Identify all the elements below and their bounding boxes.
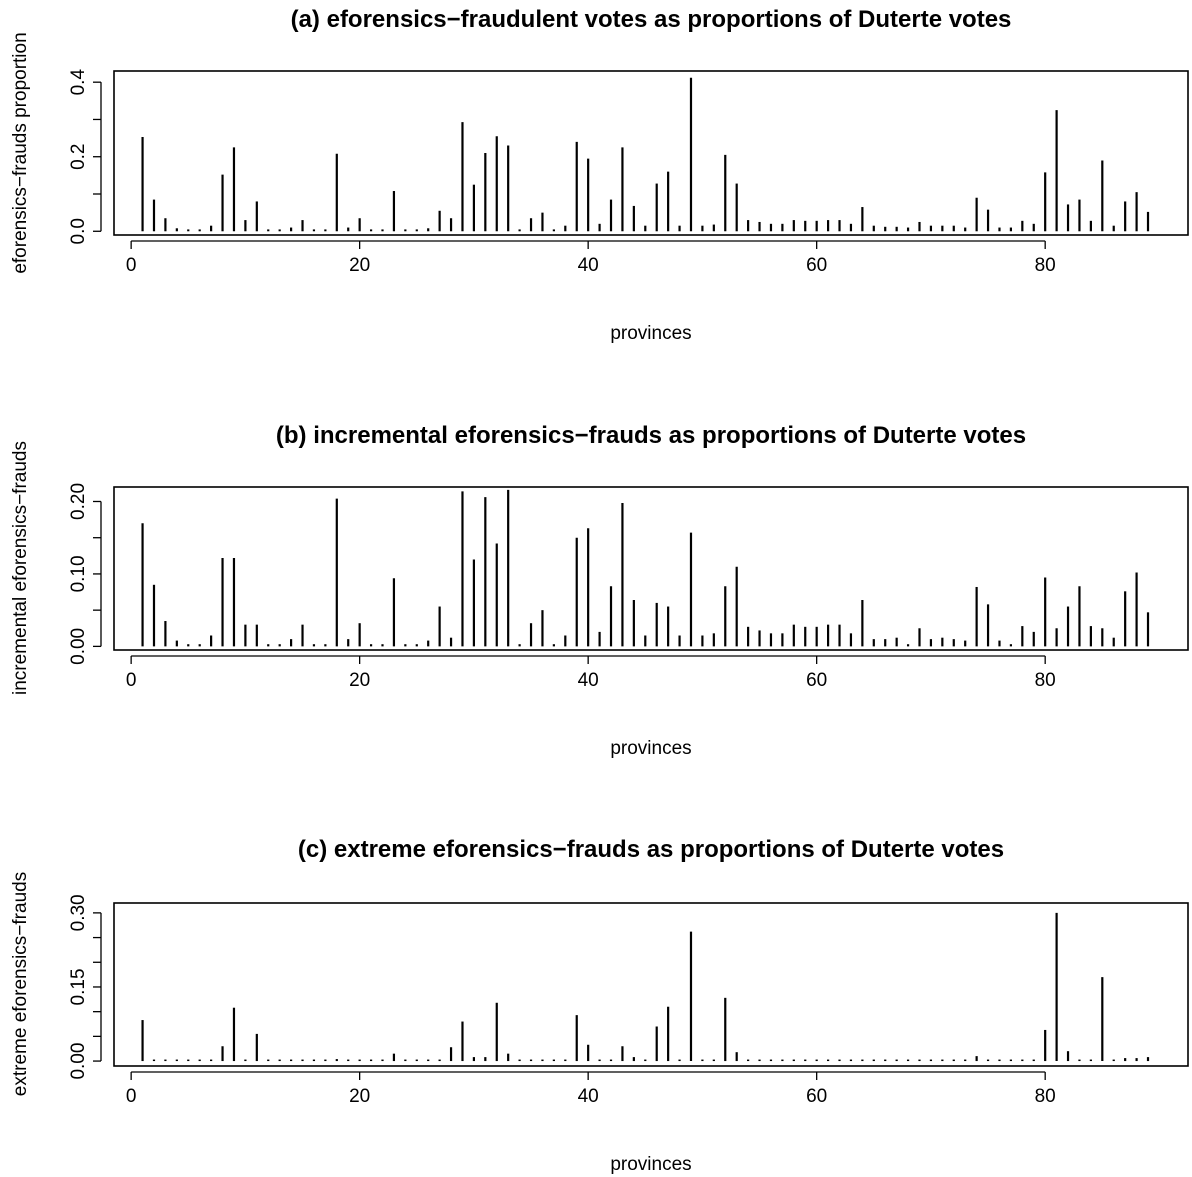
- plot-frame: [113, 70, 1189, 236]
- x-tick-label: 60: [806, 670, 827, 691]
- y-tick-label: 0.20: [68, 483, 89, 520]
- x-tick-label: 0: [126, 1086, 137, 1107]
- bar-marks: [141, 77, 1150, 232]
- x-tick-label: 80: [1035, 670, 1056, 691]
- chart-title: (a) eforensics−fraudulent votes as propo…: [291, 6, 1012, 33]
- axes: 0 20 40 60 80 0.0 0.2 0.4: [68, 69, 1189, 276]
- x-tick-label: 80: [1035, 255, 1056, 276]
- x-tick-label: 0: [126, 255, 137, 276]
- x-tick-label: 60: [806, 1086, 827, 1107]
- x-tick-label: 80: [1035, 1086, 1056, 1107]
- y-tick-label: 0.00: [68, 628, 89, 665]
- y-tick-label: 0.4: [68, 69, 89, 96]
- x-tick-label: 40: [578, 670, 599, 691]
- x-tick-label: 40: [578, 1086, 599, 1107]
- y-axis-label: extreme eforensics−frauds: [10, 872, 31, 1096]
- x-axis-label: provinces: [610, 1154, 691, 1175]
- panel-a: (a) eforensics−fraudulent votes as propo…: [10, 6, 1189, 344]
- y-tick-label: 0.10: [68, 555, 89, 592]
- panel-c: (c) extreme eforensics−frauds as proport…: [10, 836, 1189, 1175]
- axes: 0 20 40 60 80 0.00 0.10 0.20: [68, 483, 1189, 691]
- plot-frame: [113, 902, 1189, 1067]
- axes: 0 20 40 60 80 0.00 0.15 0.30: [68, 894, 1189, 1107]
- x-tick-label: 20: [349, 255, 370, 276]
- x-tick-label: 20: [349, 670, 370, 691]
- bar-marks: [141, 912, 1150, 1062]
- y-tick-label: 0.2: [68, 144, 89, 170]
- x-tick-label: 60: [806, 255, 827, 276]
- y-tick-label: 0.00: [68, 1043, 89, 1080]
- x-axis-label: provinces: [610, 323, 691, 344]
- x-tick-label: 40: [578, 255, 599, 276]
- y-axis-label: eforensics−frauds proportion: [10, 32, 31, 273]
- y-tick-label: 0.15: [68, 968, 89, 1005]
- y-axis-label: incremental eforensics−frauds: [10, 441, 31, 695]
- x-axis-label: provinces: [610, 738, 691, 759]
- y-tick-label: 0.30: [68, 894, 89, 931]
- plot-frame: [113, 486, 1189, 651]
- chart-title: (b) incremental eforensics−frauds as pro…: [276, 422, 1026, 449]
- panel-b: (b) incremental eforensics−frauds as pro…: [10, 422, 1189, 759]
- x-tick-label: 20: [349, 1086, 370, 1107]
- y-tick-label: 0.0: [68, 218, 89, 244]
- chart-title: (c) extreme eforensics−frauds as proport…: [298, 836, 1004, 863]
- bar-marks: [141, 489, 1150, 647]
- x-tick-label: 0: [126, 670, 137, 691]
